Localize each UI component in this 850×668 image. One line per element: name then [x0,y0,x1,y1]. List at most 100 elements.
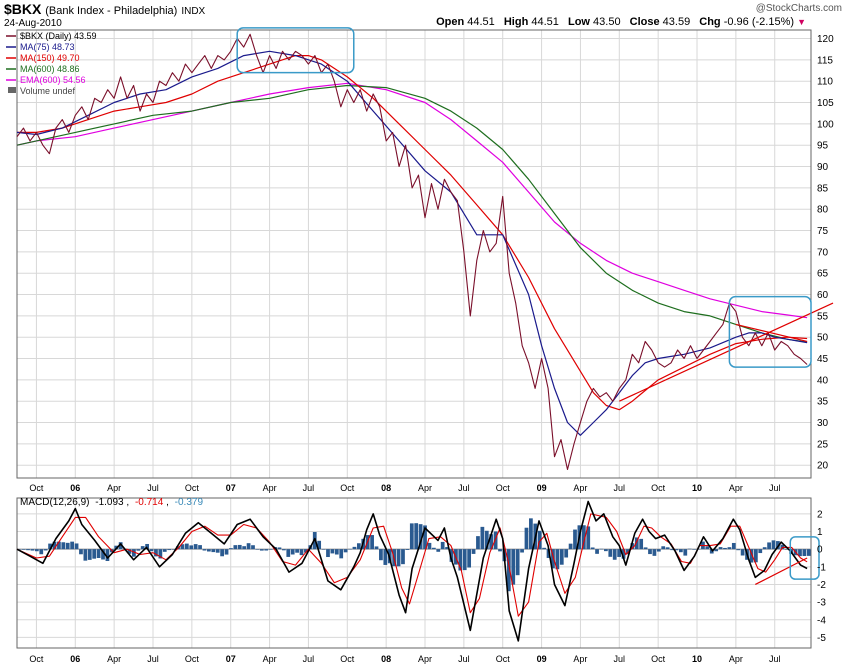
legend-ma150: MA(150) 49.70 [20,53,80,63]
histogram-bar [101,549,105,560]
histogram-bar [43,549,48,551]
histogram-bar [776,541,780,550]
histogram-bar [511,549,516,585]
histogram-bar [436,549,441,552]
histogram-bar [21,549,26,550]
histogram-bar [348,548,352,550]
histogram-bar [57,541,61,550]
histogram-bar [467,549,472,568]
x-tick-label: Oct [185,483,200,493]
histogram-bar [753,549,758,563]
histogram-bar [687,548,692,550]
histogram-bar [568,543,573,550]
macd-trendline [755,557,808,586]
histogram-bar [639,538,644,550]
histogram-bar [551,549,555,569]
x-tick-label: Apr [573,483,587,493]
macd-y-tick-label: 2 [817,509,823,520]
histogram-bar [634,537,639,550]
y-tick-label: 95 [817,141,829,152]
histogram-bar [352,546,357,550]
y-tick-label: 105 [817,98,834,109]
series-line-ma600 [16,84,808,343]
highlight-box [728,295,812,368]
histogram-bar [48,543,52,550]
macd-panel-frame [16,497,812,649]
macd-histogram [17,518,811,592]
x-tick-label: Jul [147,483,159,493]
symbol-title: $BKX (Bank Index - Philadelphia) INDX [4,1,205,17]
x-tick-label: Jul [303,654,315,664]
histogram-bar [555,549,560,570]
histogram-bar [458,549,463,571]
histogram-bar [806,549,811,556]
histogram-bar [670,549,674,551]
histogram-bar [83,549,88,561]
histogram-bar [52,541,57,550]
histogram-bar [317,540,322,550]
histogram-bar [608,549,613,557]
histogram-bar [286,549,291,557]
x-tick-label: Apr [263,483,277,493]
histogram-bar [207,549,211,552]
histogram-bar [26,549,30,551]
x-tick-label: Jul [458,483,470,493]
histogram-bar [339,549,344,559]
histogram-bar [171,549,176,550]
histogram-bar [281,549,286,551]
histogram-bar [581,525,586,550]
macd-legend-signal: -0.714 [135,497,164,508]
brand-watermark: @StockCharts.com [755,3,842,14]
series-line-ma150 [17,55,808,411]
histogram-bar [705,546,710,550]
histogram-bar [564,549,569,558]
histogram-bar [401,549,405,565]
histogram-bar [162,549,167,552]
legend-ema600: EMA(600) 54.56 [20,75,86,85]
x-tick-label: Oct [340,483,355,493]
x-tick-label: 09 [537,483,547,493]
histogram-bar [656,549,661,552]
macd-y-tick-label: -5 [817,633,826,644]
y-tick-label: 115 [817,55,833,66]
y-tick-label: 80 [817,205,829,216]
histogram-bar [559,549,564,565]
histogram-bar [383,549,388,565]
histogram-bar [326,549,330,558]
histogram-bar [678,549,683,553]
x-tick-label: 10 [692,654,702,664]
x-tick-label: Apr [418,483,432,493]
histogram-bar [427,542,432,550]
histogram-bar [379,549,383,561]
histogram-bar [480,526,485,550]
histogram-bar [692,549,696,550]
x-tick-label: 07 [226,483,236,493]
y-tick-label: 55 [817,311,829,322]
histogram-bar [167,549,172,551]
histogram-bar [118,542,123,550]
histogram-bar [17,549,22,550]
close-label: Close [629,16,660,28]
y-tick-label: 75 [817,226,829,237]
histogram-bar [374,546,379,550]
histogram-bar [233,545,238,550]
grid-lines [17,30,811,648]
histogram-bar [189,545,194,550]
macd-y-tick-label: -3 [817,598,826,609]
x-tick-label: Apr [107,654,121,664]
histogram-bar [74,543,79,550]
histogram-bar [330,549,335,554]
series-line-price [16,33,808,471]
histogram-bar [643,547,648,550]
histogram-bar [762,547,767,550]
macd-line-macd [16,500,808,642]
histogram-bar [506,549,511,592]
histogram-bar [242,546,247,550]
histogram-bar [771,540,776,550]
histogram-bar [431,547,436,550]
histogram-bar [149,549,154,552]
x-tick-label: Apr [263,654,277,664]
histogram-bar [749,549,754,563]
histogram-bar [604,549,608,552]
